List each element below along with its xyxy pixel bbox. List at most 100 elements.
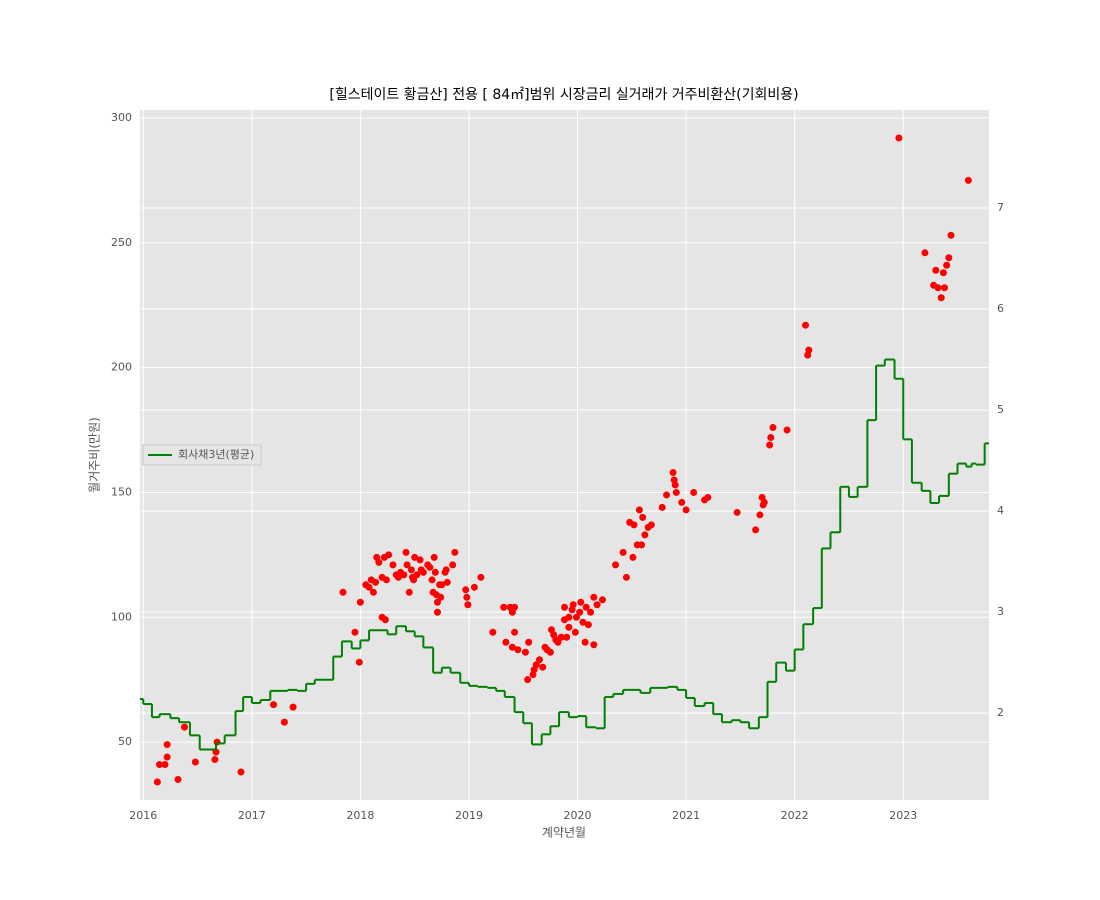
scatter-point: [381, 616, 389, 624]
scatter-point: [511, 628, 519, 636]
scatter-point: [612, 561, 620, 569]
scatter-point: [385, 551, 393, 559]
scatter-point: [647, 521, 655, 529]
scatter-point: [433, 608, 441, 616]
scatter-point: [375, 558, 383, 566]
scatter-point: [521, 648, 529, 656]
scatter-point: [428, 576, 436, 584]
scatter-point: [402, 548, 410, 556]
scatter-point: [156, 761, 164, 769]
scatter-point: [658, 503, 666, 511]
scatter-point: [407, 566, 415, 574]
scatter-point: [365, 583, 373, 591]
scatter-point: [802, 321, 810, 329]
scatter-point: [940, 284, 948, 292]
scatter-point: [672, 488, 680, 496]
x-tick-label: 2019: [455, 809, 483, 822]
scatter-point: [431, 568, 439, 576]
scatter-point: [671, 481, 679, 489]
scatter-point: [581, 638, 589, 646]
scatter-point: [270, 701, 278, 709]
plot-area: [140, 110, 989, 800]
scatter-point: [939, 269, 947, 277]
scatter-point: [638, 541, 646, 549]
scatter-point: [464, 601, 472, 609]
scatter-point: [571, 628, 579, 636]
scatter-point: [356, 598, 364, 606]
legend-box: [142, 444, 262, 466]
scatter-point: [437, 593, 445, 601]
scatter-point: [163, 753, 171, 761]
x-tick-label: 2016: [129, 809, 157, 822]
scatter-point: [339, 588, 347, 596]
scatter-point: [462, 586, 470, 594]
scatter-point: [934, 284, 942, 292]
y-tick-label: 50: [118, 735, 132, 748]
scatter-point: [405, 588, 413, 596]
scatter-point: [511, 603, 519, 611]
scatter-point: [767, 434, 775, 442]
scatter-point: [400, 571, 408, 579]
scatter-point: [536, 656, 544, 664]
scatter-point: [430, 553, 438, 561]
scatter-point: [477, 573, 485, 581]
scatter-point: [389, 561, 397, 569]
scatter-point: [426, 563, 434, 571]
scatter-point: [622, 573, 630, 581]
scatter-point: [163, 741, 171, 749]
scatter-point: [546, 648, 554, 656]
x-tick-label: 2021: [672, 809, 700, 822]
scatter-point: [937, 294, 945, 302]
scatter-point: [451, 548, 459, 556]
scatter-point: [369, 588, 377, 596]
scatter-point: [153, 778, 161, 786]
x-tick-label: 2017: [238, 809, 266, 822]
scatter-point: [593, 601, 601, 609]
scatter-point: [502, 638, 510, 646]
scatter-point: [921, 249, 929, 257]
scatter-point: [514, 646, 522, 654]
scatter-point: [532, 661, 540, 669]
x-tick-label: 2018: [346, 809, 374, 822]
scatter-point: [932, 266, 940, 274]
scatter-point: [411, 553, 419, 561]
scatter-point: [561, 603, 568, 611]
scatter-point: [576, 608, 584, 616]
scatter-point: [463, 593, 471, 601]
y2-tick-label: 7: [997, 201, 1004, 214]
scatter-point: [449, 561, 457, 569]
scatter-point: [419, 568, 427, 576]
scatter-point: [554, 638, 562, 646]
scatter-point: [557, 633, 565, 641]
y2-tick-label: 2: [997, 706, 1004, 719]
scatter-point: [964, 176, 972, 184]
x-tick-label: 2022: [781, 809, 809, 822]
scatter-point: [760, 498, 768, 506]
scatter-point: [947, 231, 955, 239]
scatter-point: [565, 623, 573, 631]
y-tick-label: 250: [111, 236, 132, 249]
scatter-point: [442, 566, 450, 574]
scatter-point: [766, 441, 774, 449]
y2-tick-label: 5: [997, 403, 1004, 416]
scatter-point: [372, 578, 380, 586]
scatter-point: [587, 608, 595, 616]
y-axis-label: 월거주비(만원): [88, 417, 102, 493]
scatter-point: [805, 346, 813, 354]
scatter-point: [783, 426, 791, 434]
scatter-point: [945, 254, 953, 262]
scatter-point: [641, 531, 649, 539]
x-tick-label: 2023: [889, 809, 917, 822]
scatter-point: [752, 526, 760, 534]
scatter-point: [438, 581, 446, 589]
scatter-point: [213, 738, 221, 746]
y2-tick-label: 6: [997, 302, 1004, 315]
scatter-point: [443, 578, 451, 586]
scatter-point: [500, 603, 508, 611]
y2-tick-label: 3: [997, 605, 1004, 618]
scatter-point: [237, 768, 245, 776]
scatter-point: [572, 613, 580, 621]
scatter-point: [584, 621, 592, 629]
y-tick-label: 200: [111, 361, 132, 374]
